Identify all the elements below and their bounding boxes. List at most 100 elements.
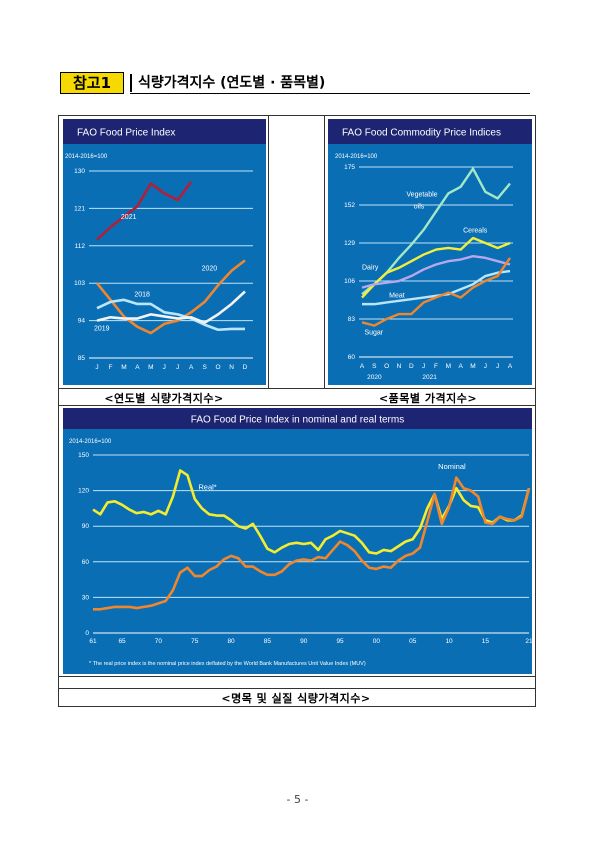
x-tick-label: A [189,364,194,371]
x-tick-label: 15 [482,638,490,645]
y-tick-label: 175 [344,164,355,171]
y-tick-label: 129 [344,240,355,247]
x-tick-label: J [496,363,499,370]
y-tick-label: 152 [344,202,355,209]
chart-title-bar [63,119,266,144]
series-line-2021 [96,181,193,241]
figure-table [58,115,536,707]
y-tick-label: 90 [82,523,90,530]
series-line-2019 [96,290,246,324]
x-tick-label: M [148,364,153,371]
y-tick-label: 112 [75,243,86,250]
series-line-meat [362,269,511,306]
commodity-price-index-chart: FAO Food Commodity Price Indices 2014-201… [328,119,532,385]
year-label: 2021 [422,374,437,381]
y-tick-label: 0 [85,630,89,637]
y-tick-label: 60 [82,559,90,566]
y-tick-label: 83 [348,316,356,323]
caption-yearly: <연도별 식량가격지수> [104,392,224,405]
y-tick-label: 130 [74,168,85,175]
x-tick-label: J [422,363,425,370]
caption-nominal-real: <명목 및 실질 식량가격지수> [221,692,371,705]
x-tick-label: A [458,363,463,370]
x-tick-label: M [121,364,126,371]
chart-background [63,119,266,385]
x-tick-label: 00 [373,638,381,645]
series-label-2019: 2019 [94,326,110,333]
header-divider [130,74,132,92]
series-label-cereals: Cereals [463,227,488,234]
caption-commodity: <품목별 가격지수> [378,392,478,405]
x-tick-label: 21 [525,638,532,645]
series-label-nominal: Nominal [438,462,466,471]
chart-title: FAO Food Price Index in nominal and real… [191,415,404,426]
x-tick-label: 65 [118,638,126,645]
y-tick-label: 85 [78,355,86,362]
yearly-price-index-chart: FAO Food Price Index 2014-2016=100 85 94 103… [63,119,266,385]
table-row-divider [58,405,536,406]
table-row-divider [58,688,536,689]
y-tick-label: 30 [82,594,90,601]
x-tick-label: A [508,363,513,370]
nominal-real-price-index-chart: FAO Food Price Index in nominal and real… [63,408,532,674]
x-tick-label: D [409,363,414,370]
chart-title: FAO Food Commodity Price Indices [342,128,501,139]
series-label-sugar: Sugar [364,330,383,337]
series-label-2020: 2020 [202,266,218,273]
x-tick-label: M [446,363,451,370]
section-title: 식량가격지수 (연도별 · 품목별) [138,75,326,91]
x-tick-label: 61 [89,638,97,645]
x-tick-label: J [95,364,98,371]
series-label-vegetable-oils: oils [414,203,425,210]
chart-title: FAO Food Price Index [77,128,175,139]
y-tick-label: 121 [74,205,85,212]
x-tick-label: F [434,363,438,370]
year-label: 2020 [367,374,382,381]
table-row-divider [58,388,536,389]
series-label-2021: 2021 [121,214,137,221]
x-tick-label: M [470,363,475,370]
x-tick-label: 75 [191,638,199,645]
x-tick-label: 10 [445,638,453,645]
chart-base-label: 2014-2016=100 [335,154,378,160]
x-tick-label: 95 [336,638,344,645]
series-line-nominal [93,476,531,611]
series-line-2020 [95,259,246,335]
y-tick-label: 60 [348,354,356,361]
x-tick-label: J [484,363,487,370]
chart-footnote: * The real price index is the nominal pr… [89,661,366,667]
x-tick-label: D [243,364,248,371]
x-tick-label: S [202,364,207,371]
x-tick-label: 85 [264,638,272,645]
x-tick-label: N [229,364,234,371]
x-tick-label: N [397,363,402,370]
x-tick-label: 80 [227,638,235,645]
y-tick-label: 94 [78,318,86,325]
series-line-real [92,469,531,555]
series-label-real: Real* [198,482,216,491]
y-tick-label: 120 [78,488,89,495]
series-line-2018 [96,298,245,332]
chart-base-label: 2014-2016=100 [69,439,112,445]
x-tick-label: J [176,364,179,371]
chart-title-bar [63,408,532,429]
chart-base-label: 2014-2016=100 [65,154,108,160]
x-tick-label: A [135,364,140,371]
y-tick-label: 103 [74,280,85,287]
series-label-dairy: Dairy [362,264,379,271]
x-tick-label: F [108,364,112,371]
x-tick-label: 05 [409,638,417,645]
x-tick-label: O [384,363,389,370]
x-tick-label: 70 [155,638,163,645]
series-label-vegetable-oils: Vegetable [406,192,437,199]
table-row-divider [58,676,536,677]
reference-tag: 참고1 [60,72,124,94]
section-header: 참고1 식량가격지수 (연도별 · 품목별) [60,72,530,94]
x-tick-label: O [216,364,221,371]
series-label-meat: Meat [389,293,405,300]
series-line-sugar [361,257,511,327]
x-tick-label: 90 [300,638,308,645]
y-tick-label: 106 [344,278,355,285]
series-line-dairy [361,255,511,289]
y-tick-label: 150 [78,452,89,459]
